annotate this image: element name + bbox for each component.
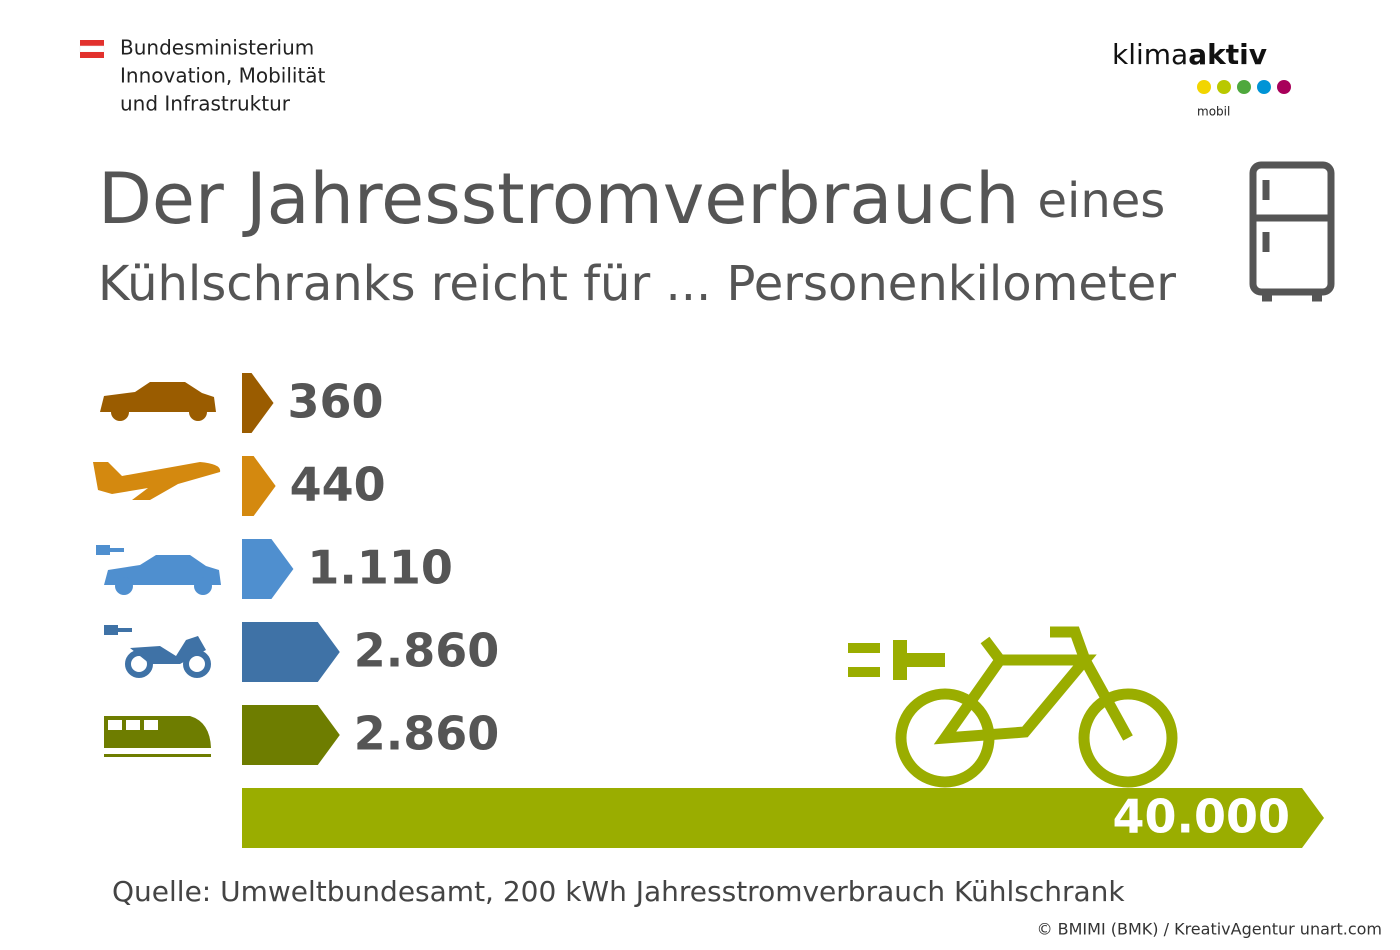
chart-subtitle: Kühlschranks reicht für ... Personenkilo… bbox=[98, 256, 1176, 312]
chart-title: Der Jahresstromverbrauch eines bbox=[98, 158, 1165, 240]
title-suffix: eines bbox=[1037, 173, 1165, 229]
e-car-icon bbox=[96, 545, 221, 595]
e-bike-icon bbox=[848, 626, 1178, 788]
ministry-line: Bundesministerium bbox=[120, 36, 314, 60]
value-label: 440 bbox=[290, 458, 386, 512]
logo-sub: mobil bbox=[1197, 105, 1230, 119]
bar bbox=[242, 622, 340, 682]
value-label: 2.860 bbox=[354, 707, 500, 761]
ministry-line: und Infrastruktur bbox=[120, 92, 291, 116]
fridge-icon bbox=[1249, 161, 1335, 302]
flag-stripe bbox=[79, 45, 105, 53]
value-label: 40.000 bbox=[1112, 790, 1290, 844]
logo-light: klima bbox=[1112, 38, 1188, 71]
value-label: 360 bbox=[288, 375, 384, 429]
logo-dot bbox=[1217, 80, 1231, 94]
title-main: Der Jahresstromverbrauch bbox=[98, 158, 1019, 240]
plane-icon bbox=[93, 462, 221, 500]
car-icon bbox=[100, 382, 216, 421]
logo: klimaaktiv bbox=[1112, 38, 1267, 71]
train-icon bbox=[104, 716, 211, 757]
value-label: 1.110 bbox=[307, 541, 453, 595]
bar bbox=[242, 788, 1324, 848]
ministry-line: Innovation, Mobilität bbox=[120, 64, 326, 88]
copyright: © BMIMI (BMK) / KreativAgentur unart.com bbox=[1037, 920, 1382, 939]
value-label: 2.860 bbox=[354, 624, 500, 678]
logo-dot bbox=[1277, 80, 1291, 94]
bar bbox=[242, 539, 294, 599]
logo-dot bbox=[1257, 80, 1271, 94]
flag-stripe bbox=[80, 52, 104, 58]
source: Quelle: Umweltbundesamt, 200 kWh Jahress… bbox=[112, 875, 1125, 908]
bar bbox=[242, 373, 274, 433]
bar bbox=[242, 456, 276, 516]
motorcycle-icon bbox=[104, 625, 211, 678]
bar bbox=[242, 705, 340, 765]
flag-stripe bbox=[80, 40, 104, 46]
logo-dot bbox=[1197, 80, 1211, 94]
logo-dot bbox=[1237, 80, 1251, 94]
logo-bold: aktiv bbox=[1188, 38, 1267, 71]
